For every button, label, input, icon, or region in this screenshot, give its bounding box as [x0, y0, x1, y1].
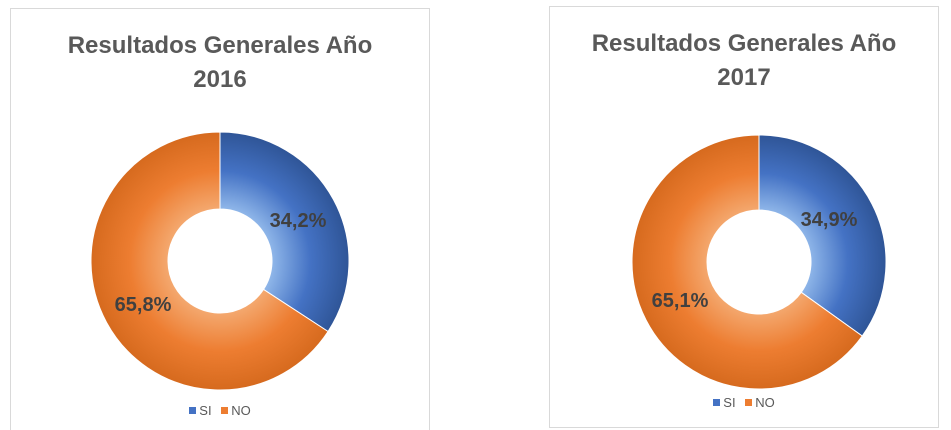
- legend-swatch-si: [189, 407, 197, 414]
- legend-swatch-no: [745, 399, 753, 406]
- chart-title-line-1: Resultados Generales Año: [591, 30, 897, 57]
- data-label-si: 34,2%: [270, 210, 327, 232]
- slice-si: [758, 134, 887, 337]
- legend-item-si: SI: [189, 403, 212, 418]
- legend-label-si: SI: [199, 403, 212, 418]
- legend-item-no: NO: [745, 395, 775, 410]
- data-label-si: 34,9%: [801, 209, 858, 231]
- legend-label-si: SI: [723, 395, 736, 410]
- chart-title-line-2: 2016: [193, 66, 247, 93]
- chart-title: Resultados Generales Año 2016: [11, 29, 429, 97]
- slice-si: [219, 131, 350, 333]
- chart-panel-2016: Resultados Generales Año 2016 34,2% 65,8%…: [10, 8, 430, 430]
- chart-title: Resultados Generales Año 2017: [550, 27, 938, 95]
- legend-item-no: NO: [221, 403, 251, 418]
- data-label-no: 65,8%: [115, 294, 172, 316]
- donut-chart: 34,9% 65,1%: [631, 134, 887, 390]
- legend-label-no: NO: [755, 395, 775, 410]
- legend-item-si: SI: [713, 395, 736, 410]
- data-label-no: 65,1%: [652, 290, 709, 312]
- donut-chart: 34,2% 65,8%: [90, 131, 350, 391]
- chart-legend: SI NO: [11, 403, 429, 418]
- chart-legend: SI NO: [550, 395, 938, 410]
- slice-no: [631, 134, 863, 390]
- chart-title-line-1: Resultados Generales Año: [67, 32, 373, 59]
- chart-panel-2017: Resultados Generales Año 2017 34,9% 65,1%…: [549, 6, 939, 428]
- slice-no: [90, 131, 329, 391]
- legend-swatch-no: [221, 407, 229, 414]
- legend-swatch-si: [713, 399, 721, 406]
- legend-label-no: NO: [231, 403, 251, 418]
- chart-title-line-2: 2017: [717, 64, 771, 91]
